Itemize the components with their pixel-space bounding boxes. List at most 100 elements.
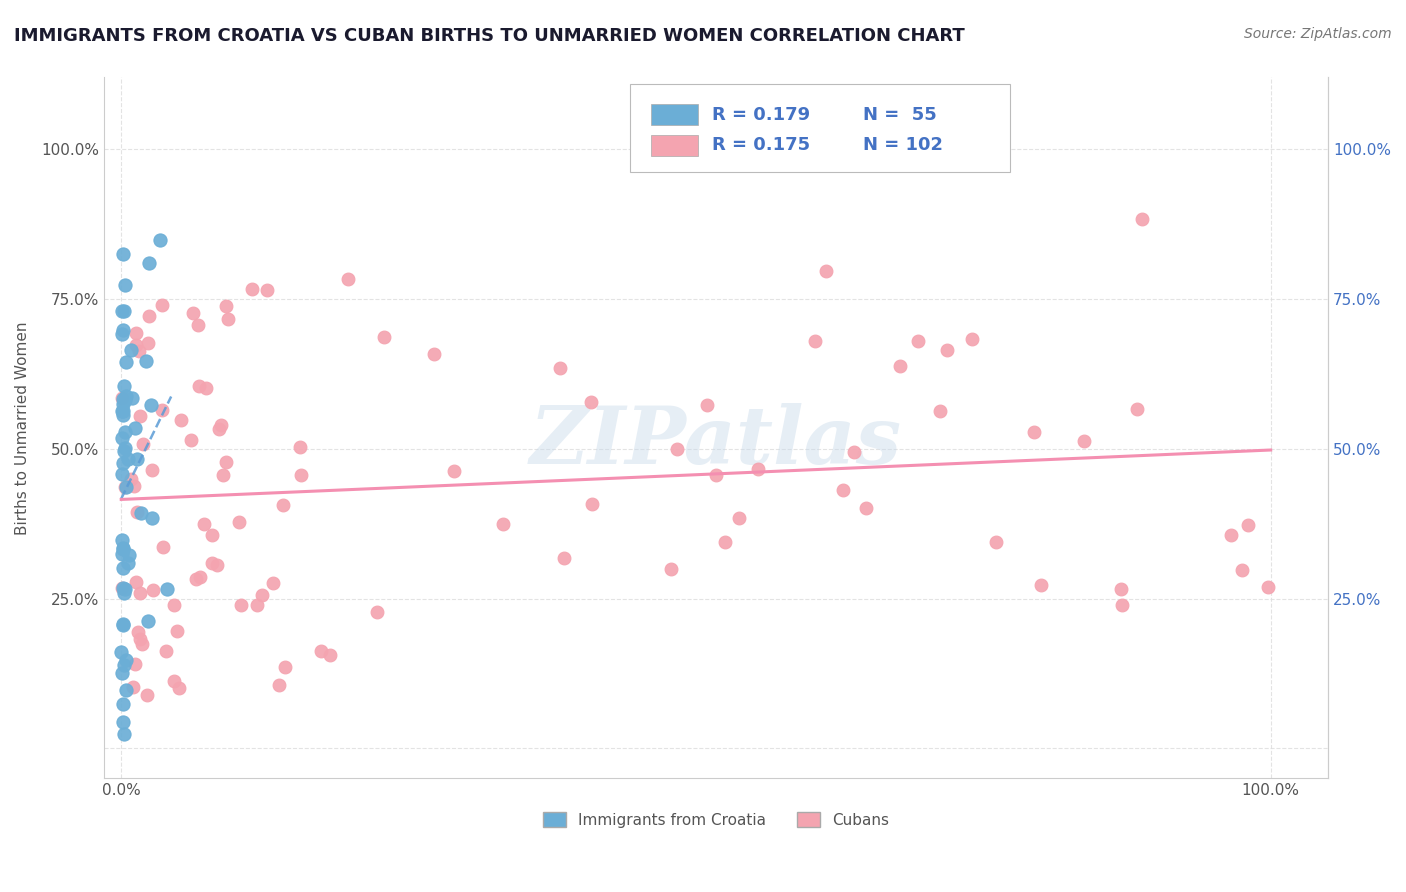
Point [256, 283, 278, 297]
Point [110, 326, 132, 341]
Point [112, 618, 135, 632]
Text: IMMIGRANTS FROM CROATIA VS CUBAN BIRTHS TO UNMARRIED WOMEN CORRELATION CHART: IMMIGRANTS FROM CROATIA VS CUBAN BIRTHS … [14, 27, 965, 45]
Point [150, 298, 173, 312]
Point [935, 343, 957, 358]
Point [152, 540, 174, 554]
Point [1125, 402, 1147, 417]
Point [125, 337, 148, 351]
Point [128, 343, 150, 358]
Point [156, 582, 179, 596]
Point [142, 582, 165, 597]
Point [491, 516, 513, 531]
Point [228, 515, 250, 529]
Point [114, 393, 136, 408]
Point [112, 404, 135, 418]
Point [187, 379, 209, 393]
Point [141, 398, 163, 412]
Point [318, 648, 340, 662]
Point [548, 361, 571, 376]
Point [200, 556, 222, 570]
Point [112, 541, 135, 555]
Point [138, 310, 160, 324]
Point [273, 499, 295, 513]
Point [125, 574, 148, 589]
Point [713, 535, 735, 549]
Point [150, 403, 173, 417]
Point [205, 558, 228, 572]
Point [704, 468, 727, 483]
Point [111, 581, 134, 595]
Point [889, 359, 911, 374]
Point [135, 688, 157, 702]
Point [141, 511, 163, 525]
Point [114, 355, 136, 369]
Point [1130, 211, 1153, 226]
Point [112, 586, 135, 600]
Point [666, 442, 689, 457]
Point [336, 271, 359, 285]
Point [262, 576, 284, 591]
Point [111, 397, 134, 411]
Y-axis label: Births to Unmarried Women: Births to Unmarried Women [15, 321, 30, 534]
Point [212, 468, 235, 483]
Point [215, 455, 238, 469]
Point [111, 323, 134, 337]
Point [986, 534, 1008, 549]
Point [366, 605, 388, 619]
Point [1029, 578, 1052, 592]
Point [208, 422, 231, 436]
Point [111, 431, 134, 445]
Point [124, 421, 146, 435]
Point [201, 528, 224, 542]
Point [111, 665, 134, 680]
Point [125, 505, 148, 519]
Point [120, 472, 142, 486]
Point [195, 381, 218, 395]
Point [217, 312, 239, 326]
Point [273, 659, 295, 673]
Point [747, 462, 769, 476]
Point [815, 264, 838, 278]
Point [309, 644, 332, 658]
Point [170, 413, 193, 427]
Point [112, 616, 135, 631]
Point [184, 572, 207, 586]
Point [114, 480, 136, 494]
Point [187, 318, 209, 332]
Point [929, 404, 952, 418]
Legend: Immigrants from Croatia, Cubans: Immigrants from Croatia, Cubans [537, 805, 896, 834]
Point [423, 347, 446, 361]
Point [129, 586, 152, 600]
Point [121, 391, 143, 405]
Point [290, 468, 312, 483]
Point [727, 511, 749, 525]
Point [181, 306, 204, 320]
Point [1109, 582, 1132, 596]
Point [114, 389, 136, 403]
Point [111, 541, 134, 556]
Text: N =  55: N = 55 [863, 105, 936, 124]
Text: Source: ZipAtlas.com: Source: ZipAtlas.com [1244, 27, 1392, 41]
Point [112, 304, 135, 318]
Point [114, 278, 136, 293]
Point [581, 496, 603, 510]
Point [114, 441, 136, 455]
Point [127, 625, 149, 640]
Point [128, 632, 150, 646]
Text: N = 102: N = 102 [863, 136, 943, 154]
Point [246, 598, 269, 612]
Point [112, 408, 135, 422]
Point [1022, 425, 1045, 439]
Point [124, 657, 146, 671]
Point [141, 463, 163, 477]
Point [180, 434, 202, 448]
Point [111, 391, 134, 405]
Point [112, 727, 135, 741]
Point [1073, 434, 1095, 449]
FancyBboxPatch shape [651, 135, 697, 156]
Point [112, 444, 135, 458]
Point [553, 550, 575, 565]
Point [111, 392, 134, 406]
Point [131, 637, 153, 651]
Point [155, 644, 177, 658]
